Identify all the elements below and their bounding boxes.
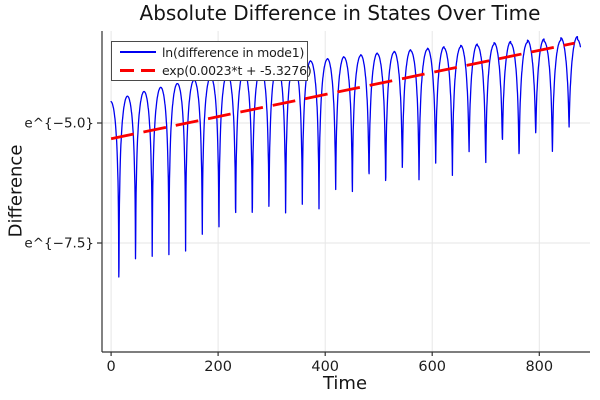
x-tick-label: 200 — [204, 359, 232, 375]
red-dashed-line-sample — [120, 68, 156, 72]
legend-label-ln-difference: ln(difference in mode1) — [162, 44, 305, 60]
chart-title: Absolute Difference in States Over Time — [139, 1, 541, 25]
y-tick-label: e^{−7.5} — [24, 236, 94, 252]
blue-solid-line-sample — [120, 51, 156, 53]
x-tick-label: 800 — [525, 359, 553, 375]
legend: ln(difference in mode1) exp(0.0023*t + -… — [111, 41, 312, 81]
y-tick-label: e^{−5.0} — [24, 116, 94, 132]
x-tick-label: 600 — [418, 359, 446, 375]
y-axis-label: Difference — [5, 144, 27, 238]
x-tick-label: 0 — [106, 359, 115, 375]
x-axis-label: Time — [322, 373, 368, 394]
x-tick-label: 400 — [311, 359, 339, 375]
legend-item-exp-fit: exp(0.0023*t + -5.3276) — [112, 61, 312, 79]
legend-item-ln-difference: ln(difference in mode1) — [112, 43, 307, 61]
series-ln-difference — [110, 35, 582, 278]
series-exp-fit — [110, 41, 575, 141]
legend-label-exp-fit: exp(0.0023*t + -5.3276) — [162, 62, 312, 78]
